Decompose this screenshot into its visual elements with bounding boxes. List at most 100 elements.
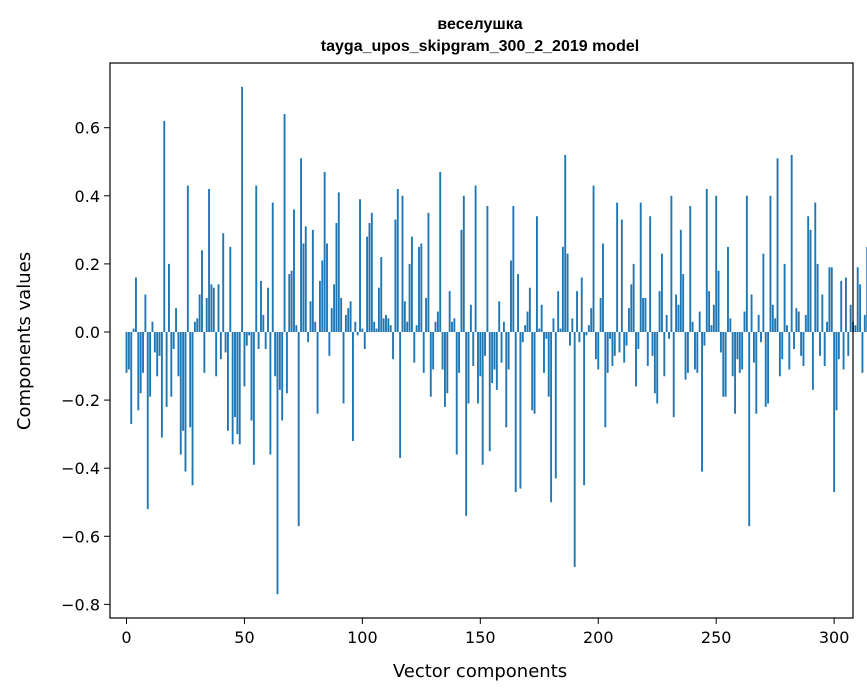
bar-292 [814, 202, 817, 332]
bar-221 [646, 331, 649, 367]
bar-60 [267, 287, 269, 332]
bar-300 [833, 331, 836, 493]
y-tick-label-4: −0.2 [61, 391, 100, 410]
bar-246 [705, 188, 708, 332]
bar-298 [828, 267, 831, 332]
y-axis-ticks: 0.6 0.4 0.2 0.0 −0.2 −0.4 −0.6 −0.8 [61, 119, 110, 614]
bar-212 [625, 331, 628, 346]
bar-195 [585, 331, 588, 336]
bar-284 [795, 308, 798, 332]
bar-78 [309, 301, 312, 332]
bar-12 [153, 331, 156, 353]
bar-130 [432, 331, 435, 370]
bar-233 [675, 294, 678, 332]
bar-302 [837, 331, 840, 360]
chart-title-line1: веселушка [437, 16, 522, 33]
bar-165 [514, 331, 517, 493]
y-tick-label-2: 0.2 [75, 255, 100, 274]
bar-42 [224, 331, 227, 353]
bar-56 [257, 331, 260, 350]
bar-143 [462, 195, 465, 332]
bar-166 [517, 274, 520, 332]
bar-309 [854, 325, 857, 332]
bar-251 [717, 270, 720, 332]
bar-156 [493, 331, 496, 370]
bar-117 [401, 195, 404, 332]
bar-96 [352, 331, 354, 441]
bar-102 [366, 236, 369, 332]
bar-190 [573, 331, 576, 567]
bar-116 [399, 331, 402, 458]
bar-242 [696, 331, 699, 373]
bar-88 [333, 284, 336, 332]
y-tick-label-1: 0.4 [75, 187, 100, 206]
bar-2 [130, 331, 133, 424]
bar-181 [552, 318, 555, 332]
bar-217 [637, 331, 640, 350]
bar-57 [260, 280, 262, 332]
bar-286 [800, 331, 803, 356]
bar-49 [241, 86, 244, 332]
bar-306 [847, 331, 850, 356]
bar-228 [663, 331, 666, 377]
bar-250 [715, 195, 718, 332]
bar-301 [835, 331, 838, 411]
bar-66 [281, 331, 284, 421]
bar-32 [201, 250, 203, 332]
bar-108 [380, 257, 383, 332]
chart-title-line2: tayga_upos_skipgram_300_2_2019 model [321, 38, 639, 55]
bar-252 [719, 331, 722, 353]
bar-154 [488, 331, 491, 452]
bar-214 [630, 284, 633, 332]
bar-105 [373, 321, 376, 332]
bar-313 [863, 314, 866, 332]
x-tick-label-150: 150 [465, 628, 496, 647]
bar-72 [295, 325, 298, 332]
bar-271 [764, 331, 767, 407]
bar-272 [767, 331, 770, 404]
bar-176 [540, 304, 543, 332]
bar-234 [677, 304, 680, 332]
bar-54 [252, 331, 255, 465]
bar-194 [583, 331, 586, 486]
bar-269 [760, 331, 762, 343]
bar-111 [387, 318, 390, 332]
bar-307 [849, 304, 852, 332]
bar-235 [679, 229, 682, 332]
bar-205 [609, 331, 611, 339]
bar-146 [469, 304, 472, 332]
y-tick-label-7: −0.8 [61, 595, 100, 614]
bar-40 [219, 331, 222, 360]
bar-123 [415, 325, 418, 332]
bar-71 [293, 209, 295, 332]
bar-209 [618, 331, 621, 353]
bar-253 [722, 331, 725, 397]
x-axis-label: Vector components [393, 661, 567, 682]
bar-297 [826, 321, 828, 332]
y-tick-label-6: −0.6 [61, 527, 100, 546]
bar-232 [672, 331, 675, 418]
bar-34 [205, 297, 208, 332]
bar-199 [594, 331, 597, 360]
bar-22 [177, 331, 180, 377]
bar-81 [316, 331, 319, 414]
bar-94 [347, 308, 350, 332]
bar-112 [389, 325, 392, 332]
bar-87 [330, 308, 333, 332]
bar-17 [165, 331, 168, 407]
x-tick-label-50: 50 [234, 628, 254, 647]
bar-208 [616, 202, 619, 332]
bar-53 [250, 331, 253, 421]
bar-238 [686, 331, 689, 373]
bar-263 [745, 195, 748, 332]
bar-129 [429, 331, 432, 397]
bar-236 [682, 274, 685, 332]
bar-196 [587, 325, 590, 332]
x-tick-label-100: 100 [347, 628, 378, 647]
bar-171 [528, 287, 531, 332]
bar-213 [627, 308, 630, 332]
bar-231 [670, 195, 673, 332]
bar-294 [819, 331, 821, 356]
y-tick-label-3: 0.0 [75, 323, 100, 342]
y-tick-label-5: −0.4 [61, 459, 100, 478]
